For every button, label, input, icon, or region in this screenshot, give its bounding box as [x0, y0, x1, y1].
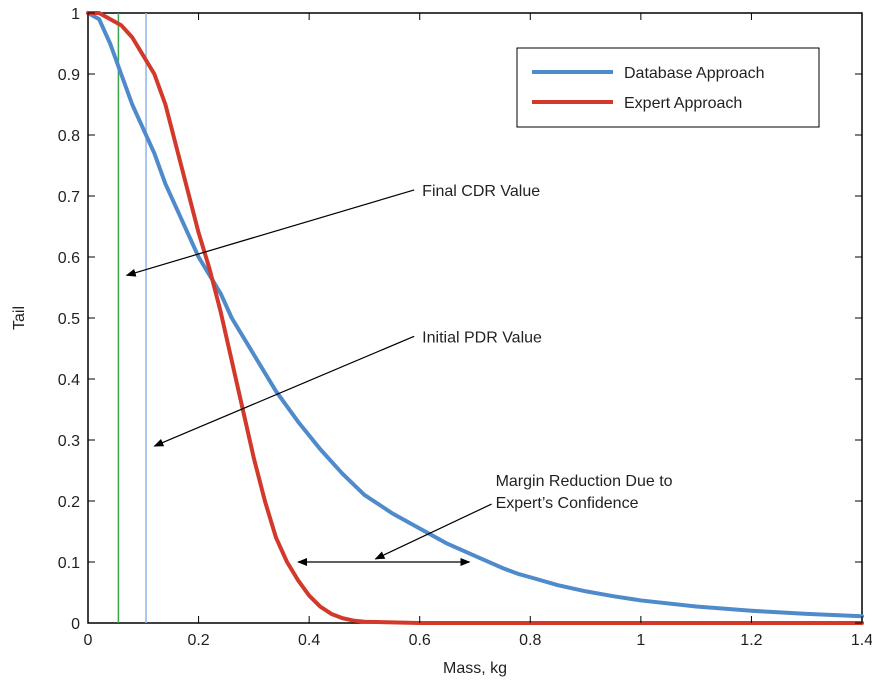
x-tick-label: 0 — [84, 632, 93, 649]
y-tick-label: 0.6 — [58, 250, 80, 267]
axis-ticks: 0 0.2 0.4 0.6 0.8 1 1.2 1.4 0 0.1 0.2 0.3 0.4 0.5 0.6 0… — [58, 6, 872, 649]
series-line-database-approach — [86, 11, 864, 619]
legend-label-database: Database Approach — [624, 65, 765, 82]
annotation-text-0: Final CDR Value — [422, 183, 540, 200]
series-line-expert-approach — [86, 11, 864, 625]
x-tick-label: 0.4 — [298, 632, 320, 649]
y-tick-label: 0.9 — [58, 67, 80, 84]
y-tick-label: 0.7 — [58, 189, 80, 206]
annotation-text-2-line2: Expert’s Confidence — [496, 495, 639, 512]
y-tick-label: 1 — [71, 6, 80, 23]
reference-lines — [117, 13, 147, 623]
x-tick-label: 1 — [636, 632, 645, 649]
y-tick-label: 0.3 — [58, 433, 80, 450]
x-tick-label: 1.4 — [851, 632, 872, 649]
annotation-text-2: Margin Reduction Due to — [496, 473, 673, 490]
x-tick-label: 1.2 — [740, 632, 762, 649]
x-tick-label: 0.2 — [187, 632, 209, 649]
annotation-text-1: Initial PDR Value — [422, 329, 542, 346]
y-tick-label: 0.2 — [58, 494, 80, 511]
annotation-arrow-0 — [125, 189, 415, 277]
y-tick-label: 0.5 — [58, 311, 80, 328]
y-tick-label: 0 — [71, 616, 80, 633]
legend-box — [516, 47, 820, 128]
legend: Database Approach Expert Approach — [516, 47, 820, 128]
y-tick-label: 0.1 — [58, 555, 80, 572]
legend-label-expert: Expert Approach — [624, 95, 742, 112]
x-tick-label: 0.8 — [519, 632, 541, 649]
annotation-arrow-2 — [374, 503, 492, 560]
y-tick-label: 0.8 — [58, 128, 80, 145]
y-axis-title: Tail — [11, 306, 28, 330]
annotation-arrow-1 — [153, 335, 415, 447]
series-layer — [86, 11, 864, 625]
x-axis-title: Mass, kg — [443, 660, 507, 677]
x-tick-label: 0.6 — [409, 632, 431, 649]
y-tick-label: 0.4 — [58, 372, 80, 389]
annotations-layer: Final CDR Value Initial PDR Value Margin R… — [125, 183, 673, 566]
